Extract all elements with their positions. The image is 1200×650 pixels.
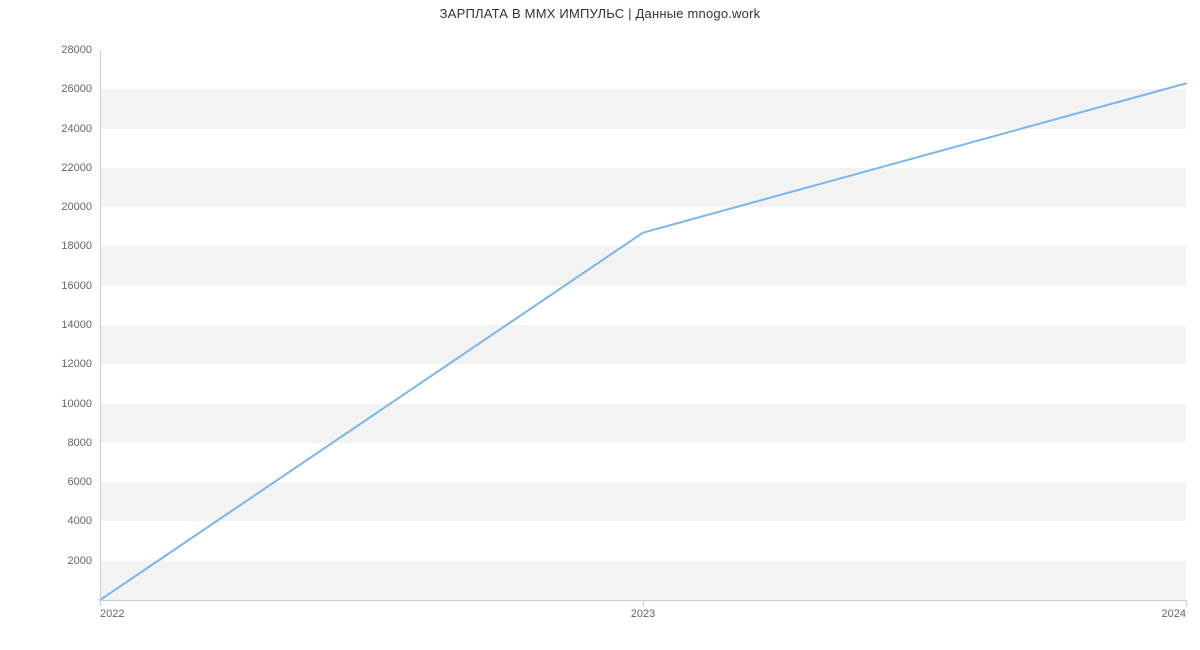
y-tick-label: 2000	[68, 555, 100, 567]
y-tick-label: 16000	[61, 280, 100, 292]
y-axis-line	[100, 50, 101, 600]
y-tick-label: 18000	[61, 240, 100, 252]
series-line	[100, 83, 1186, 600]
y-tick-label: 26000	[61, 83, 100, 95]
chart-title: ЗАРПЛАТА В ММХ ИМПУЛЬС | Данные mnogo.wo…	[0, 6, 1200, 21]
line-series	[100, 50, 1186, 600]
x-tick-label: 2022	[100, 600, 124, 620]
y-tick-label: 8000	[68, 437, 100, 449]
x-tick-mark	[1186, 600, 1187, 606]
y-tick-label: 14000	[61, 319, 100, 331]
x-tick-label: 2023	[631, 600, 655, 620]
y-tick-label: 10000	[61, 398, 100, 410]
salary-line-chart: ЗАРПЛАТА В ММХ ИМПУЛЬС | Данные mnogo.wo…	[0, 0, 1200, 650]
y-tick-label: 24000	[61, 123, 100, 135]
plot-area: 2000400060008000100001200014000160001800…	[100, 50, 1186, 600]
y-tick-label: 6000	[68, 476, 100, 488]
y-tick-label: 12000	[61, 358, 100, 370]
y-tick-label: 28000	[61, 44, 100, 56]
x-tick-label: 2024	[1162, 600, 1186, 620]
y-tick-label: 22000	[61, 162, 100, 174]
y-tick-label: 20000	[61, 201, 100, 213]
y-tick-label: 4000	[68, 515, 100, 527]
